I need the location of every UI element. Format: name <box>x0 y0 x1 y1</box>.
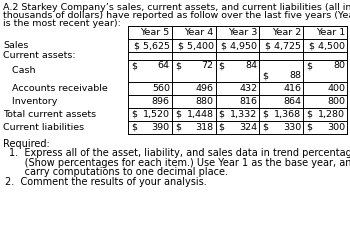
Text: carry computations to one decimal place.: carry computations to one decimal place. <box>9 168 228 177</box>
Text: 1,368: 1,368 <box>274 110 301 119</box>
Text: (Show percentages for each item.) Use Year 1 as the base year, and: (Show percentages for each item.) Use Ye… <box>9 158 350 168</box>
Text: 390: 390 <box>152 123 170 132</box>
Text: 816: 816 <box>239 97 257 106</box>
Text: 2.  Comment the results of your analysis.: 2. Comment the results of your analysis. <box>5 177 207 187</box>
Text: $: $ <box>219 123 225 132</box>
Text: Inventory: Inventory <box>3 97 57 106</box>
Text: $: $ <box>131 62 137 70</box>
Text: 324: 324 <box>239 123 257 132</box>
Text: $: $ <box>131 123 137 132</box>
Text: Year 2: Year 2 <box>272 28 301 37</box>
Text: 560: 560 <box>152 84 170 93</box>
Text: $: $ <box>262 123 268 132</box>
Text: 88: 88 <box>289 71 301 80</box>
Text: $: $ <box>306 110 312 119</box>
Text: 1,520: 1,520 <box>143 110 170 119</box>
Text: 300: 300 <box>327 123 345 132</box>
Text: $ 4,500: $ 4,500 <box>309 41 345 50</box>
Text: 496: 496 <box>196 84 213 93</box>
Text: Year 1: Year 1 <box>316 28 345 37</box>
Text: 84: 84 <box>245 62 257 70</box>
Text: 800: 800 <box>327 97 345 106</box>
Text: 880: 880 <box>196 97 213 106</box>
Text: Current liabilities: Current liabilities <box>3 123 84 132</box>
Text: $: $ <box>306 62 312 70</box>
Text: Year 4: Year 4 <box>184 28 214 37</box>
Text: $: $ <box>175 62 181 70</box>
Text: Accounts receivable: Accounts receivable <box>3 84 108 93</box>
Text: $ 5,400: $ 5,400 <box>177 41 213 50</box>
Text: thousands of dollars) have reported as follow over the last five years (Year 5: thousands of dollars) have reported as f… <box>3 11 350 20</box>
Text: 432: 432 <box>239 84 257 93</box>
Text: Total current assets: Total current assets <box>3 110 96 119</box>
Text: 72: 72 <box>202 62 214 70</box>
Text: $: $ <box>219 62 225 70</box>
Text: $ 5,625: $ 5,625 <box>134 41 170 50</box>
Text: $: $ <box>175 123 181 132</box>
Text: Sales: Sales <box>3 41 28 50</box>
Text: 330: 330 <box>283 123 301 132</box>
Text: 64: 64 <box>158 62 170 70</box>
Text: Year 5: Year 5 <box>141 28 170 37</box>
Text: 80: 80 <box>333 62 345 70</box>
Text: $: $ <box>219 110 225 119</box>
Text: $ 4,725: $ 4,725 <box>265 41 301 50</box>
Text: 318: 318 <box>195 123 214 132</box>
Text: A.2 Starkey Company’s sales, current assets, and current liabilities (all in: A.2 Starkey Company’s sales, current ass… <box>3 3 350 12</box>
Text: 1.  Express all of the asset, liability, and sales data in trend percentages.: 1. Express all of the asset, liability, … <box>9 148 350 158</box>
Text: 1,332: 1,332 <box>230 110 257 119</box>
Text: 1,280: 1,280 <box>318 110 345 119</box>
Text: $: $ <box>306 123 312 132</box>
Text: is the most recent year):: is the most recent year): <box>3 19 121 28</box>
Text: $ 4,950: $ 4,950 <box>222 41 257 50</box>
Text: Cash: Cash <box>3 66 35 75</box>
Text: 864: 864 <box>283 97 301 106</box>
Text: Required:: Required: <box>3 139 50 149</box>
Text: $: $ <box>262 71 268 80</box>
Text: 400: 400 <box>327 84 345 93</box>
Text: $: $ <box>262 110 268 119</box>
Text: 1,448: 1,448 <box>187 110 214 119</box>
Text: Current assets:: Current assets: <box>3 52 76 60</box>
Text: 416: 416 <box>283 84 301 93</box>
Text: 896: 896 <box>152 97 170 106</box>
Text: $: $ <box>131 110 137 119</box>
Text: $: $ <box>175 110 181 119</box>
Text: Year 3: Year 3 <box>228 28 257 37</box>
